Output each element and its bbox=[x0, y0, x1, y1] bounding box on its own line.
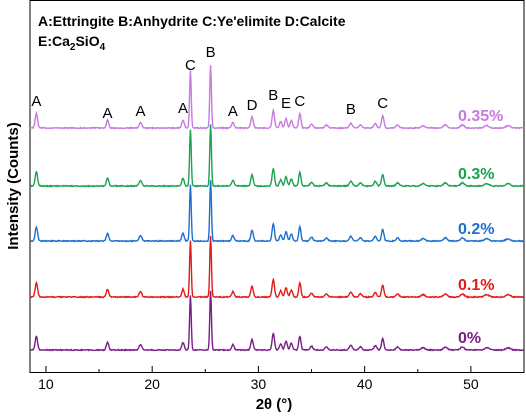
x-tick-label: 40 bbox=[357, 376, 373, 392]
series-label: 0.1% bbox=[458, 277, 494, 294]
x-tick-label: 10 bbox=[38, 376, 54, 392]
peak-label: C bbox=[377, 95, 388, 112]
series-group: 0.35% 0.3% 0.2% 0.1% 0% bbox=[29, 65, 525, 352]
x-tick-label: 30 bbox=[251, 376, 267, 392]
series-label: 0% bbox=[458, 330, 481, 347]
series-label: 0.35% bbox=[458, 108, 503, 125]
peak-label: D bbox=[247, 97, 258, 114]
series-label: 0.3% bbox=[458, 166, 494, 183]
series-line bbox=[29, 65, 525, 130]
peak-label: B bbox=[346, 101, 356, 118]
peak-label: E bbox=[281, 95, 291, 112]
series-line bbox=[29, 290, 525, 352]
y-axis-label: Intensity (Counts) bbox=[5, 122, 22, 250]
x-tick-label: 20 bbox=[144, 376, 160, 392]
peak-label: A bbox=[135, 103, 145, 120]
plot-frame bbox=[29, 0, 525, 373]
peak-label: B bbox=[206, 44, 216, 61]
series-line bbox=[29, 180, 525, 243]
legend-line-2: E:Ca2SiO4 bbox=[38, 33, 106, 53]
peak-label: B bbox=[268, 87, 278, 104]
peak-label: A bbox=[103, 105, 113, 122]
peak-label: C bbox=[294, 93, 305, 110]
x-axis-label: 2θ (°) bbox=[256, 396, 293, 413]
peak-label: A bbox=[178, 100, 188, 117]
x-tick-label: 50 bbox=[463, 376, 479, 392]
series-line bbox=[29, 236, 525, 299]
peak-label: A bbox=[31, 93, 41, 110]
series-line bbox=[29, 124, 525, 188]
series-label: 0.2% bbox=[458, 221, 494, 238]
peak-label: C bbox=[185, 57, 196, 74]
legend-line-1: A:Ettringite B:Anhydrite C:Ye'elimite D:… bbox=[38, 13, 346, 29]
tick-group: 10 20 30 40 50 bbox=[38, 366, 525, 392]
peak-label: A bbox=[228, 103, 238, 120]
